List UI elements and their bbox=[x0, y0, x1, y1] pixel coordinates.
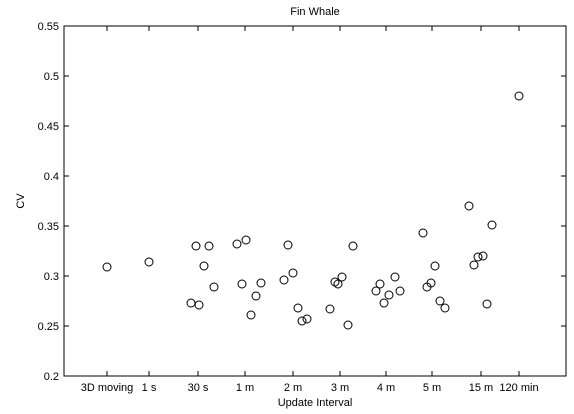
data-point bbox=[464, 201, 474, 211]
x-tick-label: 1 m bbox=[236, 382, 254, 394]
data-point bbox=[482, 299, 492, 309]
y-tick-label: 0.5 bbox=[44, 71, 59, 83]
data-point bbox=[333, 279, 343, 289]
data-point bbox=[283, 240, 293, 250]
data-point bbox=[246, 310, 256, 320]
data-point bbox=[418, 228, 428, 238]
x-tick-label: 5 m bbox=[423, 382, 441, 394]
data-point bbox=[237, 279, 247, 289]
data-point bbox=[199, 261, 209, 271]
data-point bbox=[375, 279, 385, 289]
plot-frame bbox=[63, 25, 567, 377]
data-point bbox=[426, 278, 436, 288]
data-point bbox=[297, 316, 307, 326]
data-point bbox=[348, 241, 358, 251]
y-tick-label: 0.2 bbox=[44, 371, 59, 383]
data-point bbox=[487, 220, 497, 230]
data-point bbox=[514, 91, 524, 101]
data-series bbox=[102, 91, 524, 330]
y-tick-label: 0.25 bbox=[38, 321, 59, 333]
x-tick-label: 30 s bbox=[188, 382, 209, 394]
y-tick-label: 0.35 bbox=[38, 221, 59, 233]
y-tick-label: 0.45 bbox=[38, 121, 59, 133]
data-point bbox=[435, 296, 445, 306]
data-point bbox=[390, 272, 400, 282]
data-point bbox=[279, 275, 289, 285]
x-tick-label: 3D moving bbox=[81, 382, 134, 394]
data-point bbox=[337, 272, 347, 282]
data-point bbox=[469, 260, 479, 270]
plot-area bbox=[63, 25, 567, 377]
x-axis-title: Update Interval bbox=[278, 397, 353, 409]
data-point bbox=[144, 257, 154, 267]
y-axis: 0.2 0.25 0.3 0.35 0.4 0.45 0.5 0.55 bbox=[38, 21, 566, 383]
data-point bbox=[256, 278, 266, 288]
data-point bbox=[241, 235, 251, 245]
data-point bbox=[191, 241, 201, 251]
data-point bbox=[232, 239, 242, 249]
x-axis: 3D moving 1 s 30 s 1 m 2 m 3 m 4 m 5 m 15 m 120 m… bbox=[81, 26, 539, 394]
y-axis-title: CV bbox=[15, 193, 27, 209]
data-point bbox=[430, 261, 440, 271]
data-point bbox=[288, 268, 298, 278]
data-point bbox=[325, 304, 335, 314]
y-tick-label: 0.55 bbox=[38, 21, 59, 33]
data-point bbox=[194, 300, 204, 310]
data-point bbox=[293, 303, 303, 313]
data-point bbox=[440, 303, 450, 313]
data-point bbox=[102, 262, 112, 272]
x-tick-label: 4 m bbox=[377, 382, 395, 394]
y-tick-label: 0.4 bbox=[44, 171, 59, 183]
x-tick-label: 2 m bbox=[284, 382, 302, 394]
data-point bbox=[251, 291, 261, 301]
data-point bbox=[209, 282, 219, 292]
chart-title: Fin Whale bbox=[290, 6, 340, 18]
data-point bbox=[379, 298, 389, 308]
data-point bbox=[343, 320, 353, 330]
data-point bbox=[371, 286, 381, 296]
data-point bbox=[330, 277, 340, 287]
data-point bbox=[204, 241, 214, 251]
data-point bbox=[478, 251, 488, 261]
data-point bbox=[395, 286, 405, 296]
y-tick-label: 0.3 bbox=[44, 271, 59, 283]
x-tick-label: 3 m bbox=[331, 382, 349, 394]
x-tick-label: 15 m bbox=[469, 382, 493, 394]
data-point bbox=[384, 290, 394, 300]
x-tick-label: 1 s bbox=[142, 382, 157, 394]
data-point bbox=[473, 252, 483, 262]
data-point bbox=[302, 314, 312, 324]
x-tick-label: 120 min bbox=[499, 382, 538, 394]
